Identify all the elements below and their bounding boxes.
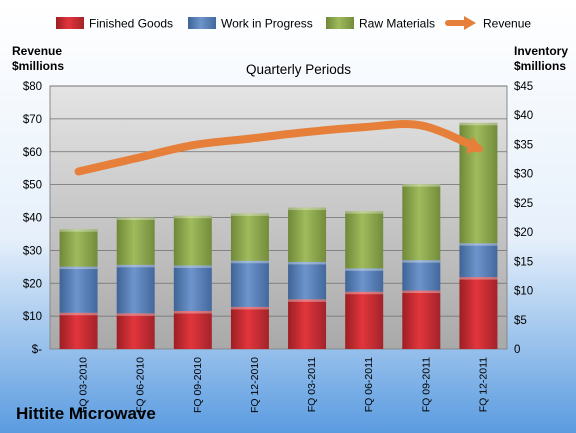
x-tick-label: FQ 12-2010 — [249, 357, 261, 413]
y-right-tick-label: $45 — [514, 81, 533, 93]
legend-swatch — [56, 17, 84, 29]
bar-work-in-progress — [230, 260, 269, 307]
bar-finished-goods — [173, 311, 212, 349]
bar-finished-goods — [288, 299, 327, 349]
bar-raw-materials — [402, 184, 441, 261]
bar-highlight — [345, 291, 384, 295]
legend-revenue-arrow — [464, 16, 476, 30]
bar-highlight — [59, 229, 98, 232]
bar-highlight — [173, 311, 212, 314]
bar-finished-goods — [402, 290, 441, 349]
bar-work-in-progress — [59, 266, 98, 313]
legend-label: Finished Goods — [89, 17, 173, 31]
x-tick-label: FQ 06-2011 — [363, 357, 375, 412]
bar-highlight — [459, 277, 498, 280]
y-left-tick-label: $20 — [23, 278, 42, 290]
y-left-tick-label: $- — [32, 344, 42, 356]
y-right-tick-label: $40 — [514, 110, 533, 122]
bar-highlight — [116, 217, 155, 220]
x-tick-label: FQ 03-2010 — [78, 357, 90, 413]
bar-raw-materials — [116, 217, 155, 265]
legend-label: Revenue — [483, 17, 531, 31]
legend-label: Raw Materials — [359, 17, 435, 31]
bar-highlight — [116, 313, 155, 316]
bar-finished-goods — [459, 277, 498, 349]
y-left-tick-label: $60 — [23, 147, 42, 159]
x-tick-label: FQ 09-2011 — [420, 357, 432, 412]
revenue-line — [74, 120, 483, 176]
revenue-arrowhead — [465, 136, 485, 154]
bar-work-in-progress — [116, 264, 155, 314]
chart-subtitle: Quarterly Periods — [246, 62, 351, 77]
bar-highlight — [288, 261, 327, 265]
bar-raw-materials — [345, 211, 384, 269]
bar-highlight — [345, 211, 384, 214]
bar-highlight — [459, 243, 498, 246]
y-right-tick-label: 0 — [514, 344, 520, 356]
x-tick-label: FQ 03-2011 — [306, 357, 318, 412]
bar-finished-goods — [230, 306, 269, 349]
y-right-tick-label: $10 — [514, 286, 533, 298]
bar-work-in-progress — [402, 260, 441, 291]
bar-finished-goods — [345, 291, 384, 349]
y-right-tick-label: $20 — [514, 227, 533, 239]
bar-highlight — [116, 264, 155, 268]
bar-raw-materials — [59, 229, 98, 267]
y-right-tick-label: $5 — [514, 315, 527, 327]
bar-finished-goods — [59, 312, 98, 349]
legend-swatch — [188, 17, 216, 29]
y-left-tick-label: $40 — [23, 213, 42, 225]
y-right-tick-label: $15 — [514, 256, 533, 268]
y-left-tick-label: $10 — [23, 311, 42, 323]
bar-highlight — [459, 122, 498, 126]
bar-highlight — [230, 213, 269, 216]
bar-highlight — [402, 184, 441, 187]
bar-raw-materials — [173, 215, 212, 266]
bar-work-in-progress — [459, 243, 498, 278]
x-tick-label: FQ 12-2011 — [477, 357, 489, 412]
y-left-tick-label: $70 — [23, 114, 42, 126]
bar-highlight — [59, 312, 98, 316]
company-name: Hittite Microwave — [16, 404, 156, 423]
y-left-tick-label: $50 — [23, 180, 42, 192]
x-tick-label: FQ 06-2010 — [135, 357, 147, 413]
legend: Finished Goods Work in Progress Raw Materi… — [56, 16, 531, 31]
bar-highlight — [59, 266, 98, 270]
left-axis-title: Revenue — [12, 44, 62, 58]
bar-highlight — [173, 265, 212, 268]
left-axis-title: $millions — [12, 59, 64, 73]
y-right-tick-label: $35 — [514, 139, 533, 151]
bar-highlight — [288, 207, 327, 211]
bar-highlight — [288, 299, 327, 302]
right-axis-title: Inventory — [514, 44, 568, 58]
bar-raw-materials — [230, 213, 269, 261]
plot-area: $- $10 $20 $30 $40 $50 $60 $70 $80 0 $5 $10 $15 $20 $2… — [23, 62, 533, 413]
right-axis-title: $millions — [514, 59, 566, 73]
y-left-tick-label: $30 — [23, 245, 42, 257]
y-right-tick-label: $30 — [514, 169, 533, 181]
bar-work-in-progress — [173, 265, 212, 312]
legend-swatch — [326, 17, 354, 29]
x-tick-label: FQ 09-2010 — [192, 357, 204, 413]
bar-highlight — [402, 290, 441, 294]
bar-work-in-progress — [345, 268, 384, 292]
bar-highlight — [230, 260, 269, 264]
bar-highlight — [230, 306, 269, 310]
bar-highlight — [402, 260, 441, 263]
legend-label: Work in Progress — [221, 17, 313, 31]
bar-highlight — [173, 215, 212, 219]
y-left-tick-label: $80 — [23, 81, 42, 93]
bar-raw-materials — [288, 207, 327, 262]
y-right-tick-label: $25 — [514, 198, 533, 210]
bar-highlight — [345, 268, 384, 271]
bar-finished-goods — [116, 313, 155, 349]
bar-work-in-progress — [288, 261, 327, 300]
